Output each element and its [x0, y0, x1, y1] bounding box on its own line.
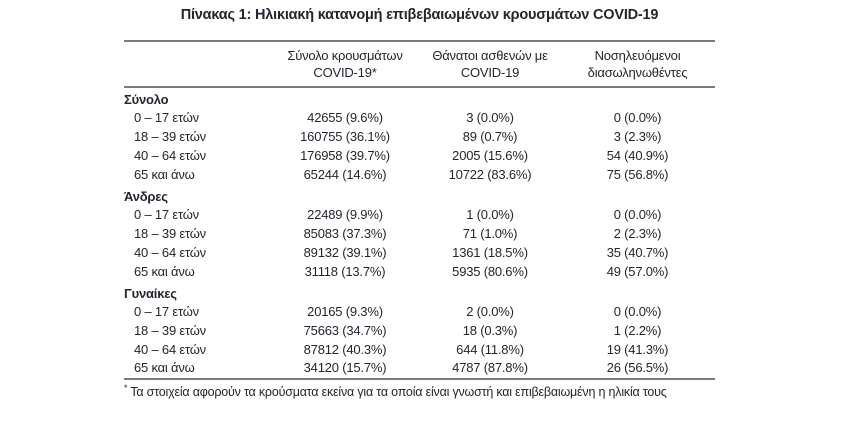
section-header-row: Σύνολο: [124, 87, 715, 108]
table-row: 40 – 64 ετών 89132 (39.1%) 1361 (18.5%) …: [124, 243, 715, 262]
table-title: Πίνακας 1: Ηλικιακή κατανομή επιβεβαιωμέ…: [180, 7, 659, 23]
age-cell: 65 και άνω: [134, 167, 195, 182]
cases-cell: 20165 (9.3%): [307, 304, 383, 319]
col-header-cases-line2: COVID-19*: [313, 65, 377, 80]
col-header-deaths-line1: Θάνατοι ασθενών με: [432, 48, 548, 63]
section-women: Γυναίκες 0 – 17 ετών 20165 (9.3%) 2 (0.0…: [124, 281, 715, 379]
table-header: Σύνολο κρουσμάτων COVID-19* Θάνατοι ασθε…: [124, 41, 715, 88]
footnote-text: Τα στοιχεία αφορούν τα κρούσματα εκείνα …: [130, 385, 667, 399]
cases-cell: 75663 (34.7%): [303, 323, 387, 338]
intubated-cell: 0 (0.0%): [613, 207, 662, 222]
table-row: 18 – 39 ετών 160755 (36.1%) 89 (0.7%) 3 …: [124, 127, 715, 146]
deaths-cell: 10722 (83.6%): [448, 167, 532, 182]
deaths-cell: 71 (1.0%): [462, 226, 518, 241]
footnote-asterisk-marker: *: [124, 382, 128, 393]
cases-cell: 85083 (37.3%): [303, 226, 387, 241]
intubated-cell: 0 (0.0%): [613, 110, 662, 125]
age-cell: 0 – 17 ετών: [134, 207, 199, 222]
cases-cell: 87812 (40.3%): [303, 342, 387, 357]
covid-age-distribution-table: Σύνολο κρουσμάτων COVID-19* Θάνατοι ασθε…: [124, 40, 715, 380]
deaths-cell: 2005 (15.6%): [452, 148, 528, 163]
age-cell: 18 – 39 ετών: [134, 226, 206, 241]
table-row: 65 και άνω 31118 (13.7%) 5935 (80.6%) 49…: [124, 262, 715, 281]
document-page: Πίνακας 1: Ηλικιακή κατανομή επιβεβαιωμέ…: [124, 6, 715, 400]
section-header-row: Άνδρες: [124, 184, 715, 205]
cases-cell: 65244 (14.6%): [303, 167, 387, 182]
col-header-intubated: Νοσηλευόμενοι διασωληνωθέντες: [560, 41, 715, 88]
col-header-intubated-line1: Νοσηλευόμενοι: [594, 48, 681, 63]
deaths-cell: 3 (0.0%): [466, 110, 514, 125]
age-cell: 0 – 17 ετών: [134, 304, 199, 319]
intubated-cell: 35 (40.7%): [606, 245, 669, 260]
section-total: Σύνολο 0 – 17 ετών 42655 (9.6%) 3 (0.0%)…: [124, 87, 715, 184]
cases-cell: 22489 (9.9%): [307, 207, 383, 222]
cases-cell: 31118 (13.7%): [304, 264, 386, 279]
age-cell: 65 και άνω: [134, 264, 195, 279]
intubated-cell: 1 (2.2%): [613, 323, 662, 338]
age-cell: 40 – 64 ετών: [134, 342, 206, 357]
deaths-cell: 4787 (87.8%): [452, 360, 528, 375]
deaths-cell: 18 (0.3%): [462, 323, 518, 338]
deaths-cell: 644 (11.8%): [456, 342, 524, 357]
intubated-cell: 3 (2.3%): [613, 129, 662, 144]
age-cell: 0 – 17 ετών: [134, 110, 199, 125]
section-label: Σύνολο: [124, 92, 169, 107]
cases-cell: 34120 (15.7%): [303, 360, 387, 375]
age-cell: 18 – 39 ετών: [134, 323, 206, 338]
deaths-cell: 5935 (80.6%): [452, 264, 528, 279]
deaths-cell: 89 (0.7%): [462, 129, 518, 144]
table-row: 40 – 64 ετών 176958 (39.7%) 2005 (15.6%)…: [124, 146, 715, 165]
section-label: Γυναίκες: [124, 286, 177, 301]
table-row: 0 – 17 ετών 42655 (9.6%) 3 (0.0%) 0 (0.0…: [124, 108, 715, 127]
deaths-cell: 2 (0.0%): [466, 304, 514, 319]
table-row: 65 και άνω 65244 (14.6%) 10722 (83.6%) 7…: [124, 165, 715, 184]
cases-cell: 89132 (39.1%): [303, 245, 387, 260]
intubated-cell: 54 (40.9%): [606, 148, 669, 163]
col-header-deaths: Θάνατοι ασθενών με COVID-19: [420, 41, 560, 88]
table-row: 0 – 17 ετών 22489 (9.9%) 1 (0.0%) 0 (0.0…: [124, 205, 715, 224]
intubated-cell: 75 (56.8%): [606, 167, 669, 182]
intubated-cell: 49 (57.0%): [606, 264, 669, 279]
deaths-cell: 1361 (18.5%): [452, 245, 528, 260]
cases-cell: 42655 (9.6%): [307, 110, 383, 125]
section-men: Άνδρες 0 – 17 ετών 22489 (9.9%) 1 (0.0%)…: [124, 184, 715, 281]
deaths-cell: 1 (0.0%): [466, 207, 514, 222]
col-header-deaths-line2: COVID-19: [460, 65, 520, 80]
section-label: Άνδρες: [124, 189, 168, 204]
cases-cell: 160755 (36.1%): [300, 129, 390, 144]
intubated-cell: 26 (56.5%): [606, 360, 669, 375]
age-cell: 65 και άνω: [134, 360, 195, 375]
table-row: 65 και άνω 34120 (15.7%) 4787 (87.8%) 26…: [124, 359, 715, 379]
table-footnote: * Τα στοιχεία αφορούν τα κρούσματα εκείνα…: [124, 382, 715, 400]
age-cell: 18 – 39 ετών: [134, 129, 206, 144]
col-header-intubated-line2: διασωληνωθέντες: [587, 65, 688, 80]
table-row: 18 – 39 ετών 75663 (34.7%) 18 (0.3%) 1 (…: [124, 321, 715, 340]
age-cell: 40 – 64 ετών: [134, 148, 206, 163]
col-header-cases-line1: Σύνολο κρουσμάτων: [287, 48, 403, 63]
table-row: 18 – 39 ετών 85083 (37.3%) 71 (1.0%) 2 (…: [124, 224, 715, 243]
age-cell: 40 – 64 ετών: [134, 245, 206, 260]
intubated-cell: 19 (41.3%): [606, 342, 669, 357]
col-header-age: [124, 41, 270, 88]
table-row: 40 – 64 ετών 87812 (40.3%) 644 (11.8%) 1…: [124, 340, 715, 359]
table-row: 0 – 17 ετών 20165 (9.3%) 2 (0.0%) 0 (0.0…: [124, 302, 715, 321]
section-header-row: Γυναίκες: [124, 281, 715, 302]
intubated-cell: 2 (2.3%): [613, 226, 662, 241]
cases-cell: 176958 (39.7%): [300, 148, 390, 163]
col-header-cases: Σύνολο κρουσμάτων COVID-19*: [270, 41, 420, 88]
intubated-cell: 0 (0.0%): [613, 304, 662, 319]
